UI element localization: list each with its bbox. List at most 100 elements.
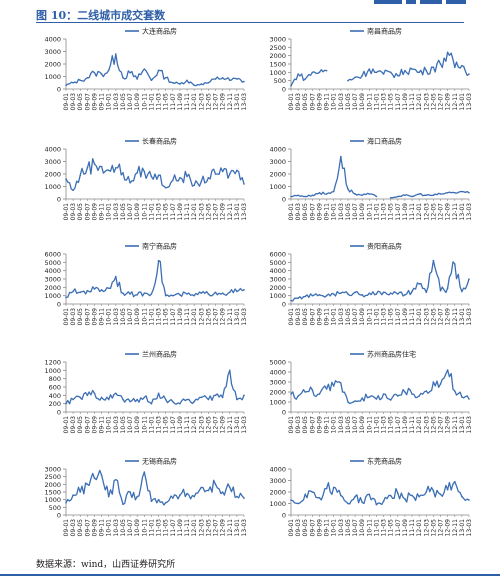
y-tick-label: 1000 xyxy=(269,399,286,407)
x-tick-label: 11-11 xyxy=(409,308,416,326)
data-point xyxy=(172,497,174,499)
data-point xyxy=(65,84,67,87)
data-point xyxy=(143,292,146,294)
y-tick-label: 2000 xyxy=(44,171,61,179)
data-point xyxy=(318,496,321,499)
y-tick-label: 3000 xyxy=(44,466,61,474)
data-point xyxy=(115,166,117,169)
x-tick-label: 10-01 xyxy=(331,416,338,434)
x-tick-label: 12-03 xyxy=(198,93,205,111)
data-point xyxy=(100,73,103,75)
x-tick-label: 09-03 xyxy=(295,203,302,221)
data-point xyxy=(157,259,160,262)
data-point xyxy=(347,401,349,403)
data-point xyxy=(318,71,321,74)
data-point xyxy=(453,263,456,265)
x-tick-label: 11-01 xyxy=(373,93,380,111)
data-point xyxy=(243,80,245,83)
x-tick-label: 10-03 xyxy=(113,93,120,111)
y-tick-label: 800 xyxy=(49,375,61,383)
y-tick-label: 2500 xyxy=(44,473,61,481)
x-tick-label: 12-05 xyxy=(205,93,212,111)
data-point xyxy=(107,287,110,289)
x-tick-label: 10-03 xyxy=(113,416,120,434)
x-tick-label: 09-09 xyxy=(316,416,323,434)
data-point xyxy=(397,293,399,295)
x-tick-label: 12-05 xyxy=(430,203,437,221)
y-tick-label: 5000 xyxy=(269,259,286,267)
x-tick-label: 11-01 xyxy=(373,308,380,326)
x-tick-label: 11-03 xyxy=(381,308,388,326)
series-line xyxy=(290,369,470,405)
data-point xyxy=(236,495,238,498)
series-line xyxy=(290,155,470,199)
y-tick-label: 3000 xyxy=(269,36,286,44)
data-point xyxy=(243,394,245,397)
y-tick-label: 1000 xyxy=(44,496,61,504)
y-tick-label: 6000 xyxy=(44,251,61,259)
data-point xyxy=(186,175,188,178)
data-point xyxy=(404,498,406,500)
x-tick-label: 11-01 xyxy=(373,203,380,221)
data-point xyxy=(100,396,103,399)
data-point xyxy=(382,393,385,395)
y-tick-label: 600 xyxy=(49,384,61,392)
x-tick-label: 13-03 xyxy=(466,308,473,326)
data-point xyxy=(446,191,449,194)
data-point xyxy=(304,295,307,298)
data-point xyxy=(290,499,292,501)
data-point xyxy=(375,398,378,400)
x-tick-label: 11-07 xyxy=(170,93,177,111)
x-tick-label: 10-11 xyxy=(141,203,148,221)
data-point xyxy=(397,492,399,494)
x-tick-label: 12-07 xyxy=(438,519,445,537)
data-point xyxy=(186,492,188,495)
data-point xyxy=(150,79,153,82)
data-point xyxy=(389,494,392,497)
x-tick-label: 12-03 xyxy=(198,416,205,434)
x-tick-label: 09-05 xyxy=(77,308,84,326)
x-tick-label: 12-05 xyxy=(205,308,212,326)
x-tick-label: 10-11 xyxy=(366,308,373,326)
data-point xyxy=(425,69,428,72)
x-tick-label: 11-05 xyxy=(163,203,170,221)
x-tick-label: 10-07 xyxy=(352,308,359,326)
x-tick-label: 12-11 xyxy=(227,416,234,434)
data-point xyxy=(318,191,321,194)
x-tick-label: 11-03 xyxy=(156,308,163,326)
data-point xyxy=(368,396,371,398)
y-tick-label: 0 xyxy=(57,196,61,204)
x-tick-label: 09-09 xyxy=(91,519,98,537)
x-tick-label: 11-03 xyxy=(381,416,388,434)
data-point xyxy=(236,290,238,293)
data-point xyxy=(193,184,195,187)
data-point xyxy=(297,194,299,197)
x-tick-label: 11-11 xyxy=(184,416,191,434)
x-tick-label: 10-11 xyxy=(366,203,373,221)
data-point xyxy=(318,393,321,395)
x-tick-label: 10-01 xyxy=(331,93,338,111)
data-point xyxy=(347,79,349,82)
x-tick-label: 12-01 xyxy=(416,416,423,434)
data-point xyxy=(439,193,442,195)
x-tick-label: 10-03 xyxy=(113,203,120,221)
data-point xyxy=(368,292,371,294)
x-tick-label: 09-05 xyxy=(302,93,309,111)
x-tick-label: 12-05 xyxy=(430,308,437,326)
x-tick-label: 09-01 xyxy=(63,416,70,434)
x-tick-label: 11-11 xyxy=(184,519,191,537)
data-point xyxy=(79,491,82,493)
y-tick-label: 2000 xyxy=(44,61,61,69)
x-tick-label: 13-01 xyxy=(459,203,466,221)
data-point xyxy=(115,392,117,395)
data-point xyxy=(389,399,392,401)
data-point xyxy=(214,483,217,486)
x-tick-label: 13-01 xyxy=(234,519,241,537)
data-point xyxy=(432,66,435,69)
x-tick-label: 13-01 xyxy=(234,308,241,326)
data-point xyxy=(115,478,117,481)
x-tick-label: 11-05 xyxy=(388,93,395,111)
data-point xyxy=(340,292,342,294)
